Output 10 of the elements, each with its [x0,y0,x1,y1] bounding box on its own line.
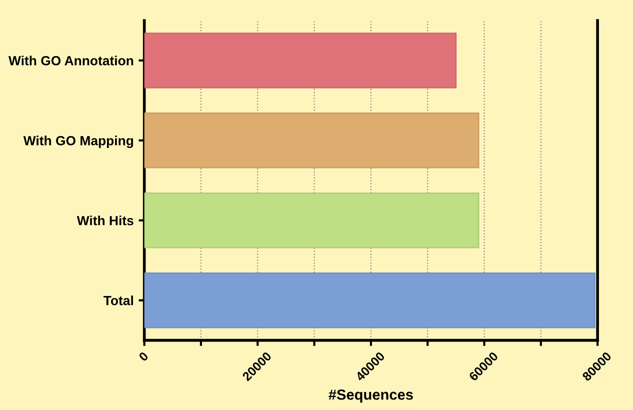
y-tick-label: With GO Mapping [23,136,134,148]
bar [144,32,457,88]
bar [144,272,596,328]
y-tick-label: With GO Annotation [8,56,134,66]
x-tick-label: 0 [138,351,149,362]
x-axis-title: #Sequences [328,389,413,403]
bar [144,192,480,248]
y-tick-label: With Hits [76,216,134,226]
bar [144,112,480,168]
y-tick-label: Total [104,296,133,306]
